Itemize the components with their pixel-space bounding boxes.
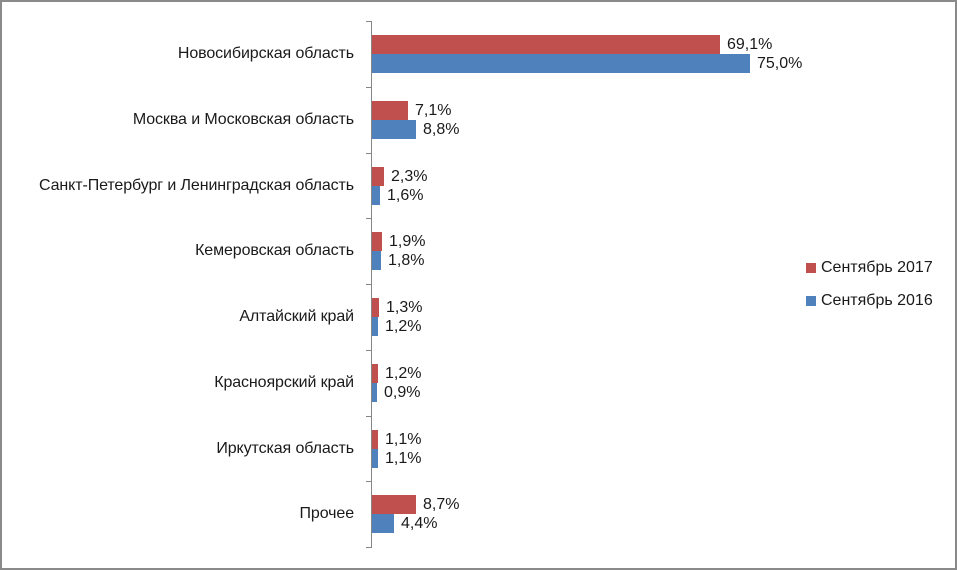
category-label: Санкт-Петербург и Ленинградская область bbox=[39, 177, 354, 194]
category-axis-line bbox=[371, 21, 372, 548]
data-label: 8,7% bbox=[423, 496, 460, 513]
data-label: 8,8% bbox=[423, 121, 460, 138]
axis-tick bbox=[366, 153, 371, 154]
bar-september-2017 bbox=[372, 35, 720, 54]
bar-september-2017 bbox=[372, 167, 384, 186]
bar-september-2017 bbox=[372, 430, 378, 449]
chart-legend: Сентябрь 2017 Сентябрь 2016 bbox=[806, 258, 933, 324]
legend-swatch-red-icon bbox=[806, 263, 816, 273]
bar-september-2016 bbox=[372, 317, 378, 336]
category-label: Москва и Московская область bbox=[132, 111, 354, 128]
axis-tick bbox=[366, 21, 371, 22]
axis-tick bbox=[366, 87, 371, 88]
data-label: 1,9% bbox=[389, 233, 426, 250]
category-label: Новосибирская область bbox=[177, 45, 354, 62]
category-label: Кемеровская область bbox=[195, 242, 354, 259]
data-label: 75,0% bbox=[757, 55, 803, 72]
data-label: 4,4% bbox=[401, 515, 438, 532]
category-label: Красноярский край bbox=[214, 374, 354, 391]
bar-september-2017 bbox=[372, 298, 379, 317]
data-label: 1,1% bbox=[385, 450, 422, 467]
data-label: 69,1% bbox=[727, 36, 773, 53]
bar-september-2016 bbox=[372, 383, 377, 402]
data-label: 1,2% bbox=[385, 318, 422, 335]
axis-tick bbox=[366, 218, 371, 219]
category-label: Алтайский край bbox=[239, 308, 354, 325]
axis-tick bbox=[366, 416, 371, 417]
bar-september-2017 bbox=[372, 364, 378, 383]
legend-item-2016: Сентябрь 2016 bbox=[806, 291, 933, 311]
category-label: Иркутская область bbox=[216, 440, 354, 457]
bar-september-2017 bbox=[372, 232, 382, 251]
data-label: 1,1% bbox=[385, 431, 422, 448]
bar-september-2017 bbox=[372, 495, 416, 514]
category-label: Прочее bbox=[299, 505, 355, 522]
legend-swatch-blue-icon bbox=[806, 296, 816, 306]
axis-tick bbox=[366, 547, 371, 548]
bar-september-2016 bbox=[372, 120, 416, 139]
data-label: 1,6% bbox=[387, 187, 424, 204]
data-label: 1,8% bbox=[388, 252, 425, 269]
bar-september-2017 bbox=[372, 101, 408, 120]
data-label: 2,3% bbox=[391, 168, 428, 185]
bar-september-2016 bbox=[372, 514, 394, 533]
data-label: 0,9% bbox=[384, 384, 421, 401]
legend-item-2017: Сентябрь 2017 bbox=[806, 258, 933, 278]
legend-label: Сентябрь 2017 bbox=[821, 259, 933, 276]
data-label: 1,2% bbox=[385, 365, 422, 382]
axis-tick bbox=[366, 350, 371, 351]
bar-september-2016 bbox=[372, 54, 750, 73]
data-label: 1,3% bbox=[386, 299, 423, 316]
data-label: 7,1% bbox=[415, 102, 452, 119]
bar-september-2016 bbox=[372, 449, 378, 468]
axis-tick bbox=[366, 284, 371, 285]
legend-label: Сентябрь 2016 bbox=[821, 292, 933, 309]
axis-tick bbox=[366, 481, 371, 482]
bar-september-2016 bbox=[372, 251, 381, 270]
bar-september-2016 bbox=[372, 186, 380, 205]
